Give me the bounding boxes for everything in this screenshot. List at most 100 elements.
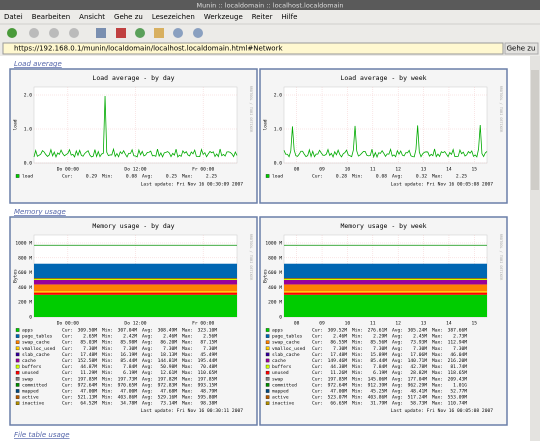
section-heading[interactable]: Load average <box>14 60 62 68</box>
go-button[interactable] <box>504 42 539 55</box>
stat-value: 0.28 <box>336 174 347 180</box>
graph-band <box>34 280 237 285</box>
zoom-out-button[interactable] <box>193 28 203 38</box>
graph[interactable]: Load average - by week RRDTOOL / TOBI OET… <box>259 68 508 204</box>
stat-value: 308.49M <box>158 328 178 334</box>
stat-label: Avg: <box>392 340 403 346</box>
menu-item[interactable]: Lesezeichen <box>152 13 195 21</box>
stat-value: 2.46M <box>163 334 177 340</box>
graph-band <box>284 291 487 293</box>
stat-value: 16.19M <box>120 352 137 358</box>
reload-button[interactable] <box>69 28 79 38</box>
graph-band <box>284 294 487 317</box>
menu-item[interactable]: Reiter <box>252 13 273 21</box>
tool-icon[interactable] <box>96 28 106 38</box>
stat-value: 47.68M <box>160 389 177 395</box>
scrollbar[interactable] <box>530 56 540 441</box>
legend-name: cache <box>272 358 286 364</box>
stat-value: 403.86M <box>118 395 138 401</box>
graph[interactable]: Memory usage - by day RRDTOOL / TOBI OETI… <box>9 216 258 426</box>
watermark: RRDTOOL / TOBI OETIKER <box>499 86 503 133</box>
y-tick-label: 0 <box>279 315 282 321</box>
stat-label: Cur: <box>312 328 323 334</box>
stat-label: Min: <box>352 340 363 346</box>
section-heading[interactable]: File table usage <box>14 431 70 439</box>
stat-label: Cur: <box>62 395 73 401</box>
stat-value: 48.41M <box>410 389 427 395</box>
graph-band <box>284 284 487 292</box>
legend-name: swap_cache <box>272 340 300 346</box>
stat-value: 17.48M <box>330 352 347 358</box>
stat-label: Cur: <box>312 370 323 376</box>
stat-value: 276.61M <box>368 328 388 334</box>
y-axis-label: load <box>13 119 19 130</box>
menu-item[interactable]: Hilfe <box>281 13 297 21</box>
stat-label: Avg: <box>142 370 153 376</box>
stat-label: Min: <box>102 401 113 407</box>
graph-band <box>34 284 237 292</box>
graph[interactable]: Memory usage - by week RRDTOOL / TOBI OET… <box>259 216 508 426</box>
url-text: https://192.168.0.1/munin/localdomain/lo… <box>14 45 283 53</box>
stat-label: Min: <box>102 346 113 352</box>
legend-name: vmalloc_used <box>22 346 55 352</box>
bookmarks-button[interactable] <box>154 28 164 38</box>
stat-label: Cur: <box>62 334 73 340</box>
stat-value: 87.15M <box>200 340 217 346</box>
stat-label: Max: <box>432 174 443 180</box>
graph-band <box>34 292 237 295</box>
section-heading[interactable]: Memory usage <box>14 208 66 216</box>
scroll-thumb[interactable] <box>531 70 539 190</box>
stop-button[interactable] <box>49 28 59 38</box>
stat-label: Min: <box>352 395 363 401</box>
graph-band <box>284 280 487 285</box>
back-button[interactable] <box>7 28 17 38</box>
stat-value: 2.65M <box>83 334 97 340</box>
stat-label: Avg: <box>142 346 153 352</box>
stat-value: 0.32 <box>416 174 427 180</box>
legend-name: apps <box>272 329 283 334</box>
stat-label: Min: <box>352 358 363 364</box>
home-button[interactable] <box>116 28 126 38</box>
menu-item[interactable]: Bearbeiten <box>32 13 70 21</box>
x-tick-label: 15 <box>472 167 478 173</box>
stat-label: Avg: <box>142 376 153 382</box>
menu-item[interactable]: Datei <box>4 13 23 21</box>
last-update: Last update: Fri Nov 16 00:30:11 2007 <box>141 408 244 414</box>
stat-label: Max: <box>182 174 193 180</box>
zoom-in-button[interactable] <box>173 28 183 38</box>
stat-value: 2.46M <box>333 334 347 340</box>
y-tick-label: 200 M <box>18 300 32 306</box>
y-tick-label: 600 M <box>18 270 32 276</box>
menu-item[interactable]: Gehe zu <box>114 13 143 21</box>
legend-swatch <box>265 395 270 399</box>
stat-value: 45.25M <box>370 389 387 395</box>
y-axis-label: Bytes <box>263 269 269 283</box>
legend-swatch <box>15 352 20 357</box>
forward-button[interactable] <box>29 28 39 38</box>
stat-label: Min: <box>352 376 363 382</box>
legend-name: mapped <box>22 389 39 395</box>
y-tick-label: 800 M <box>18 255 32 261</box>
url-field[interactable] <box>2 42 504 55</box>
stat-label: Cur: <box>62 358 73 364</box>
x-tick-label: 09 <box>319 321 325 327</box>
stat-label: Min: <box>352 382 363 388</box>
y-axis-label: Bytes <box>13 269 19 283</box>
menu-item[interactable]: Ansicht <box>79 13 105 21</box>
stat-value: 47.00M <box>120 389 137 395</box>
stat-value: 17.06M <box>410 352 427 358</box>
stat-value: 42.78M <box>410 364 427 370</box>
legend-name: slab_cache <box>22 352 50 358</box>
legend-swatch <box>265 358 270 363</box>
stat-value: 17.48M <box>80 352 97 358</box>
legend-name: committed <box>22 382 47 388</box>
graph[interactable]: Load average - by day RRDTOOL / TOBI OETI… <box>9 68 258 204</box>
legend-swatch <box>15 377 20 381</box>
history-button[interactable] <box>135 28 145 38</box>
stat-value: 64.52M <box>80 401 97 407</box>
stat-value: 2.29M <box>373 334 387 340</box>
menu-item[interactable]: Werkzeuge <box>204 13 243 21</box>
stat-label: Cur: <box>62 346 73 352</box>
legend-name: page_tables <box>272 334 303 340</box>
stat-value: 2.25 <box>206 174 217 180</box>
